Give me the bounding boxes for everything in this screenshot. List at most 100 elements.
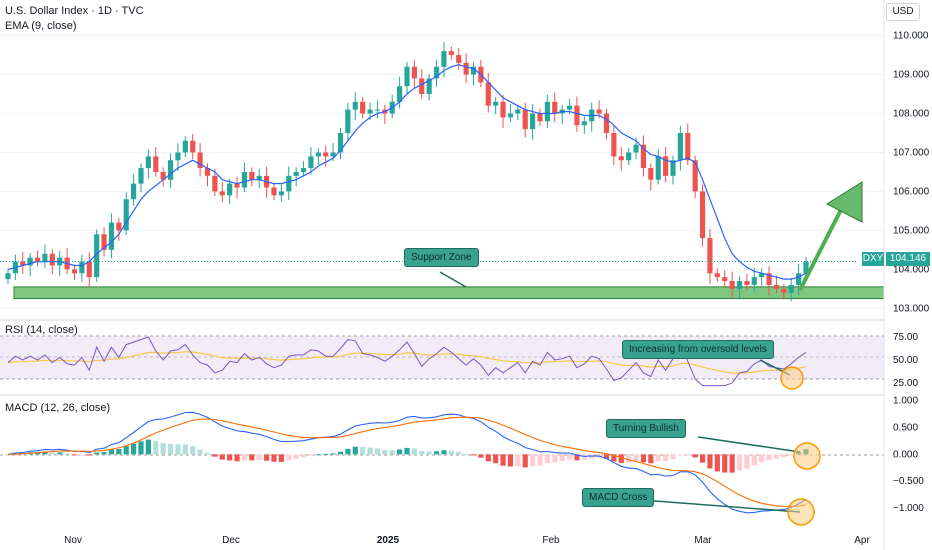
macd-hist-bar	[153, 440, 159, 455]
candle-body	[160, 171, 166, 180]
y-tick-label: 104.000	[893, 264, 930, 275]
macd-line	[7, 411, 807, 514]
macd-hist-bar	[219, 454, 225, 460]
candle	[441, 41, 447, 78]
candle-body	[86, 261, 92, 278]
candle-body	[426, 78, 432, 95]
bullish-callout: Turning Bullish	[606, 419, 686, 438]
candle	[34, 250, 41, 267]
candle-body	[167, 160, 174, 180]
candle-body	[397, 86, 403, 102]
candle-body	[145, 156, 151, 169]
macd-hist-bar	[448, 450, 454, 455]
candle	[788, 277, 794, 302]
y-axis-labels: 103.000 104.000 105.000 106.000 107.000 108.0…	[893, 31, 930, 514]
macd-hist-bar	[71, 454, 78, 456]
macd-hist-bar	[94, 452, 100, 455]
candle-body	[736, 281, 743, 289]
macd-hist-bar	[234, 454, 240, 462]
macd-hist-bar	[389, 450, 395, 455]
macd-hist-bar	[663, 454, 669, 462]
candle	[530, 104, 536, 140]
candle-body	[722, 277, 728, 282]
macd-hist-bar	[374, 448, 381, 455]
candle	[42, 244, 48, 269]
candle-body	[507, 113, 514, 118]
support-pointer	[439, 271, 467, 288]
candle-body	[803, 261, 809, 274]
candle-body	[729, 281, 735, 289]
candle	[212, 168, 218, 197]
candle	[108, 213, 115, 259]
ema-legend[interactable]: EMA (9, close)	[5, 20, 77, 32]
candle-body	[626, 152, 632, 161]
candle	[500, 94, 506, 128]
candle-body	[544, 101, 550, 122]
macd-hist-bar	[367, 447, 373, 455]
chart-title: U.S. Dollar Index · 1D · TVC	[5, 5, 144, 17]
candle	[663, 147, 669, 183]
macd-legend[interactable]: MACD (12, 26, close)	[5, 402, 111, 414]
candle-body	[781, 288, 787, 293]
candle	[175, 143, 181, 171]
candle-body	[101, 234, 107, 250]
candle-body	[278, 191, 284, 196]
candle	[626, 147, 632, 165]
y-tick-label: 103.000	[893, 303, 930, 314]
candle	[278, 184, 284, 202]
candle	[249, 167, 255, 187]
x-tick-label: Nov	[64, 535, 82, 546]
candle-body	[249, 171, 255, 180]
macd-hist-bar	[108, 449, 115, 455]
candle-body	[367, 109, 373, 114]
candle-body	[330, 152, 336, 157]
macd-hist-bar	[618, 454, 624, 463]
macd-hist-bar	[766, 454, 772, 461]
candle	[485, 72, 491, 113]
candle-body	[485, 82, 491, 106]
macd-hist-bar	[788, 454, 794, 456]
y-tick-label: 108.000	[893, 109, 930, 120]
macd-hist-bar	[729, 454, 735, 473]
candle-body	[655, 156, 661, 180]
macd-hist-bar	[559, 454, 565, 462]
macd-hist-bar	[256, 454, 262, 461]
candle	[227, 178, 233, 204]
candle-body	[182, 140, 188, 153]
currency-label[interactable]: USD	[886, 3, 920, 21]
candle	[507, 104, 514, 123]
rsi-tick-label: 25.00	[893, 378, 918, 389]
candle	[131, 174, 137, 206]
macd-tick-label: 0.500	[893, 423, 918, 434]
candle-body	[212, 175, 218, 192]
candle-body	[175, 152, 181, 161]
candle	[241, 162, 248, 193]
macd-hist-bar	[293, 454, 299, 459]
candle	[352, 92, 358, 121]
macd-hist-bar	[175, 444, 181, 455]
rsi-legend[interactable]: RSI (14, close)	[5, 324, 78, 336]
macd-hist-bar	[241, 454, 248, 461]
candle-body	[5, 273, 11, 280]
candle	[470, 62, 477, 86]
candle-body	[190, 140, 196, 153]
macd-hist-bar	[463, 454, 469, 456]
candle	[433, 59, 440, 88]
x-tick-label: 2025	[377, 535, 400, 546]
macd-hist-bar	[507, 454, 514, 467]
macd-hist-bar	[278, 454, 284, 462]
macd-hist-bar	[145, 439, 151, 455]
candle	[204, 163, 211, 187]
bullish-arrow	[798, 181, 863, 291]
candle	[71, 264, 78, 280]
candle-body	[419, 78, 425, 95]
candle	[101, 227, 107, 257]
macd-hist-bar	[182, 444, 188, 455]
candle-body	[581, 121, 587, 126]
candle	[589, 102, 595, 132]
candle	[138, 163, 144, 193]
macd-hist-bar	[197, 449, 203, 455]
macd-hist-bar	[42, 451, 48, 455]
x-axis-labels: Nov Dec 2025 Feb Mar Apr	[64, 535, 870, 546]
